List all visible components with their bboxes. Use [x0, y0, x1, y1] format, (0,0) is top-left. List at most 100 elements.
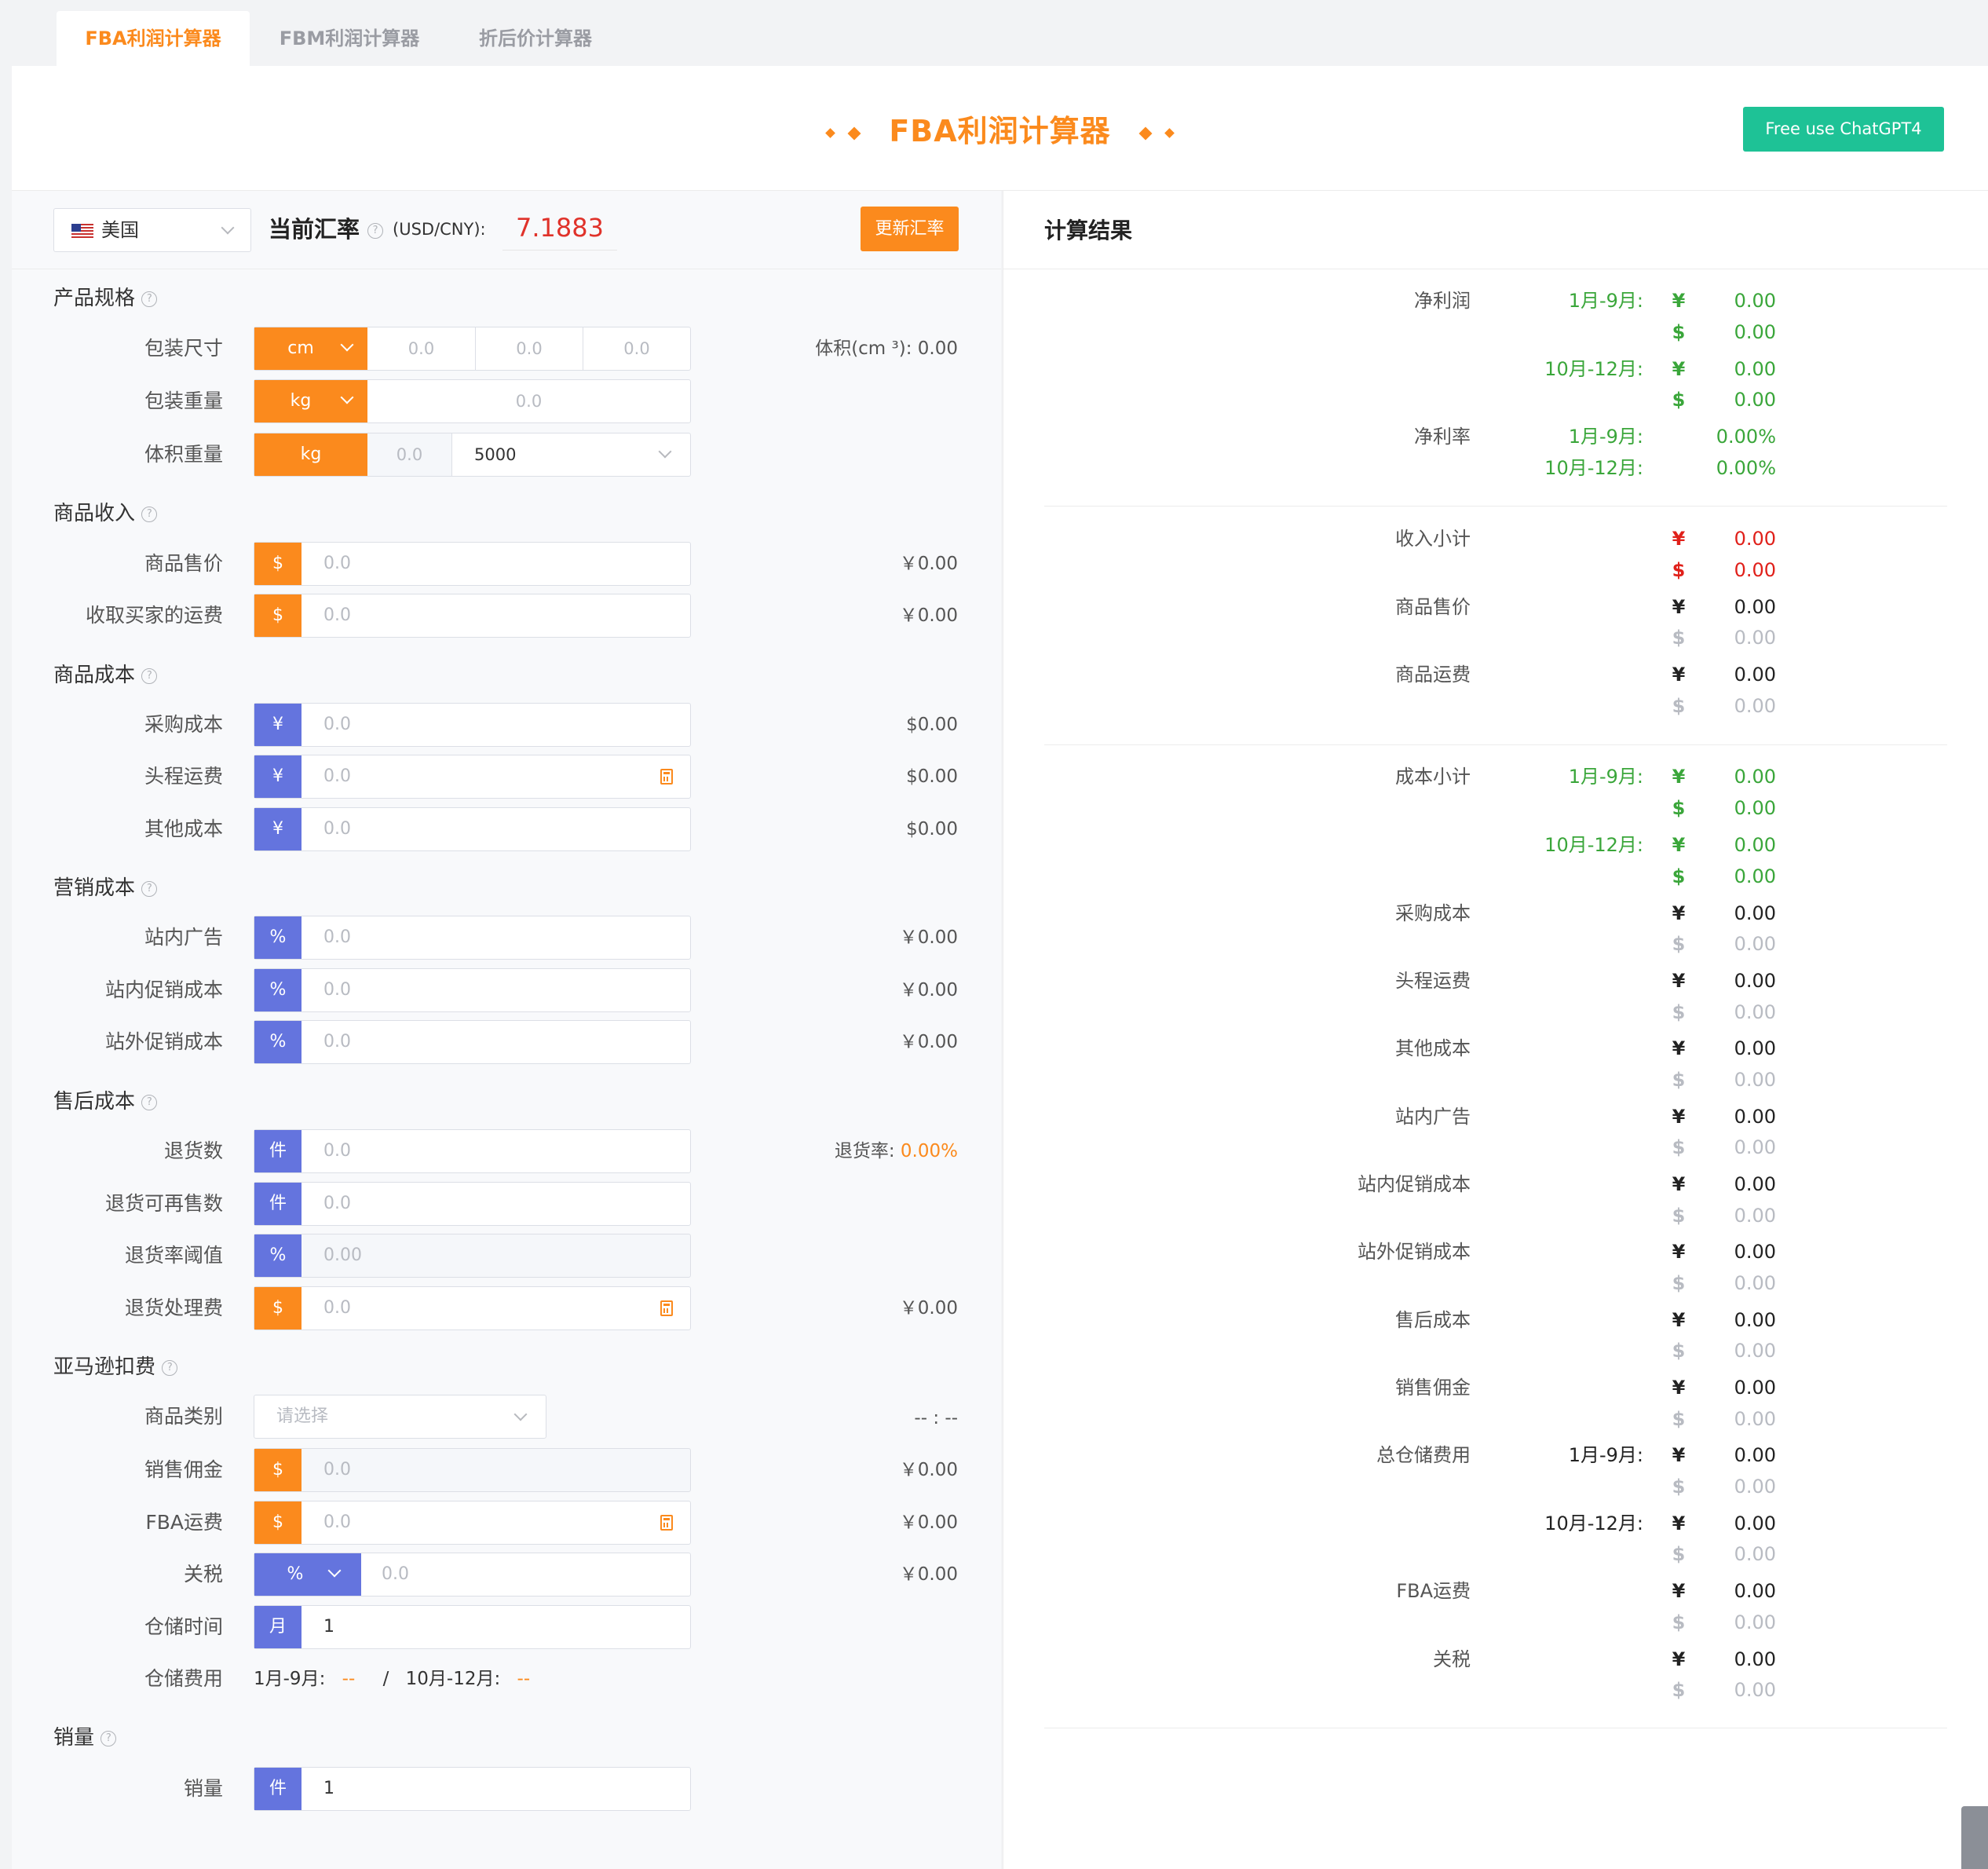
onsite-ads-converted: ￥0.00: [899, 927, 958, 948]
divisor-select[interactable]: 5000: [451, 433, 690, 476]
result-sale-price-usd-symbol: $: [1672, 627, 1686, 649]
result-net-profit-period-2: 10月-12月:: [1544, 358, 1643, 380]
purchase-cost-input[interactable]: ¥ 0.0: [254, 703, 691, 747]
divider: [1044, 744, 1947, 745]
result-after-sales-usd: 0.00: [1734, 1340, 1776, 1362]
result-net-profit-usd-symbol: $: [1672, 389, 1686, 411]
help-icon[interactable]: ?: [141, 291, 158, 307]
exchange-rate-value[interactable]: 7.1883: [502, 206, 617, 251]
result-other-cost-cny: 0.00: [1734, 1037, 1776, 1059]
return-rate-label: 退货率:: [834, 1141, 895, 1161]
buyer-shipping-input[interactable]: $ 0.0: [254, 594, 691, 638]
onsite-promo-label: 站内促销成本: [104, 978, 223, 1001]
country-select[interactable]: 美国: [53, 208, 251, 252]
result-cost-cny-2: 0.00: [1734, 834, 1776, 856]
storage-time-label: 仓储时间: [144, 1615, 223, 1638]
storage-fee-value-1: --: [342, 1669, 356, 1689]
result-purchase-cost-label: 采购成本: [1395, 902, 1471, 924]
tab-discount-calculator[interactable]: 折后价计算器: [479, 27, 592, 49]
first-leg-freight-input[interactable]: ¥ 0.0: [254, 755, 691, 799]
onsite-promo-input[interactable]: % 0.0: [254, 968, 691, 1012]
exchange-rate-label: 当前汇率 ?: [269, 212, 384, 247]
commission-converted: ￥0.00: [899, 1460, 958, 1480]
result-cost-usd-2: 0.00: [1734, 865, 1776, 887]
section-sales: 销量 ?: [53, 1722, 117, 1754]
storage-time-input[interactable]: 月 1: [254, 1605, 691, 1649]
diamond-icon: [825, 128, 835, 138]
result-income-subtotal-label: 收入小计: [1395, 528, 1471, 550]
back-to-top-widget[interactable]: [1961, 1806, 1988, 1869]
result-purchase-cost-usd: 0.00: [1734, 933, 1776, 955]
update-rate-button[interactable]: 更新汇率: [861, 207, 959, 251]
category-select[interactable]: 请选择: [254, 1395, 546, 1439]
help-icon[interactable]: ?: [162, 1359, 178, 1376]
sales-qty-input[interactable]: 件 1: [254, 1767, 691, 1811]
result-net-margin-period-1: 1月-9月:: [1568, 426, 1643, 448]
dollar-addon: $: [254, 543, 301, 585]
calculator-icon[interactable]: [660, 769, 673, 785]
result-offsite-promo-usd: 0.00: [1734, 1272, 1776, 1294]
onsite-ads-input[interactable]: % 0.0: [254, 916, 691, 960]
help-icon[interactable]: ?: [367, 223, 384, 239]
section-after-sales: 售后成本 ?: [53, 1086, 158, 1117]
onsite-ads-placeholder: 0.0: [323, 927, 351, 947]
section-after-sales-title: 售后成本: [53, 1090, 136, 1114]
help-icon[interactable]: ?: [141, 1094, 158, 1110]
result-net-margin-value-1: 0.00%: [1716, 426, 1776, 448]
result-tariff-usd: 0.00: [1734, 1679, 1776, 1701]
sale-price-input[interactable]: $ 0.0: [254, 542, 691, 586]
other-cost-input[interactable]: ¥ 0.0: [254, 807, 691, 851]
result-first-leg-usd: 0.00: [1734, 1001, 1776, 1023]
result-net-profit-usd-1: 0.00: [1734, 321, 1776, 343]
fba-fee-input[interactable]: $ 0.0: [254, 1501, 691, 1545]
chevron-down-icon: [340, 390, 354, 404]
help-icon[interactable]: ?: [141, 668, 158, 684]
purchase-cost-placeholder: 0.0: [323, 715, 351, 734]
result-storage-period-1: 1月-9月:: [1568, 1444, 1643, 1466]
weight-input[interactable]: 0.0: [515, 392, 543, 411]
chevron-down-icon: [658, 444, 672, 459]
volume-readout: 体积(cm ³): 0.00: [815, 338, 958, 359]
buyer-shipping-converted: ￥0.00: [899, 605, 958, 626]
help-icon[interactable]: ?: [141, 506, 158, 522]
return-handling-input[interactable]: $ 0.0: [254, 1286, 691, 1330]
result-tariff-label: 关税: [1433, 1648, 1471, 1670]
percent-addon: %: [254, 1021, 301, 1063]
result-title: 计算结果: [1044, 218, 1133, 243]
category-rate: -- : --: [914, 1408, 958, 1428]
piece-addon: 件: [254, 1183, 301, 1225]
weight-unit-select[interactable]: kg: [254, 380, 367, 422]
length-input[interactable]: 0.0: [407, 339, 435, 358]
result-tariff-cny-symbol: ¥: [1672, 1648, 1686, 1670]
tariff-type-select[interactable]: %: [254, 1553, 361, 1596]
offsite-promo-input[interactable]: % 0.0: [254, 1020, 691, 1064]
size-unit-select[interactable]: cm: [254, 327, 367, 370]
calculator-icon[interactable]: [660, 1300, 673, 1316]
return-count-input[interactable]: 件 0.0: [254, 1129, 691, 1173]
result-storage-label: 总仓储费用: [1376, 1444, 1471, 1466]
tariff-placeholder[interactable]: 0.0: [382, 1564, 409, 1584]
buyer-shipping-placeholder: 0.0: [323, 605, 351, 625]
result-storage-usd-1: 0.00: [1734, 1476, 1776, 1498]
result-fba-cny-symbol: ¥: [1672, 1580, 1686, 1602]
tab-fbm-calculator[interactable]: FBM利润计算器: [279, 27, 420, 49]
resellable-returns-input[interactable]: 件 0.0: [254, 1182, 691, 1226]
height-input[interactable]: 0.0: [583, 327, 690, 370]
other-cost-placeholder: 0.0: [323, 819, 351, 839]
result-item-usd-symbol: $: [1672, 1340, 1686, 1362]
free-chatgpt-button[interactable]: Free use ChatGPT4: [1743, 107, 1944, 152]
result-item-usd-symbol: $: [1672, 1069, 1686, 1091]
storage-time-value: 1: [323, 1617, 334, 1637]
divisor-value: 5000: [474, 445, 517, 464]
calculator-icon[interactable]: [660, 1515, 673, 1531]
result-first-leg-cny: 0.00: [1734, 970, 1776, 992]
result-sale-price-cny-symbol: ¥: [1672, 596, 1686, 618]
yuan-addon: ¥: [254, 808, 301, 850]
result-cost-usd-symbol: $: [1672, 865, 1686, 887]
help-icon[interactable]: ?: [100, 1730, 117, 1746]
tab-fba-calculator[interactable]: FBA利润计算器: [57, 11, 250, 66]
result-income-usd-symbol: $: [1672, 559, 1686, 581]
help-icon[interactable]: ?: [141, 880, 158, 897]
width-input[interactable]: 0.0: [475, 327, 583, 370]
us-flag-icon: [71, 224, 93, 238]
